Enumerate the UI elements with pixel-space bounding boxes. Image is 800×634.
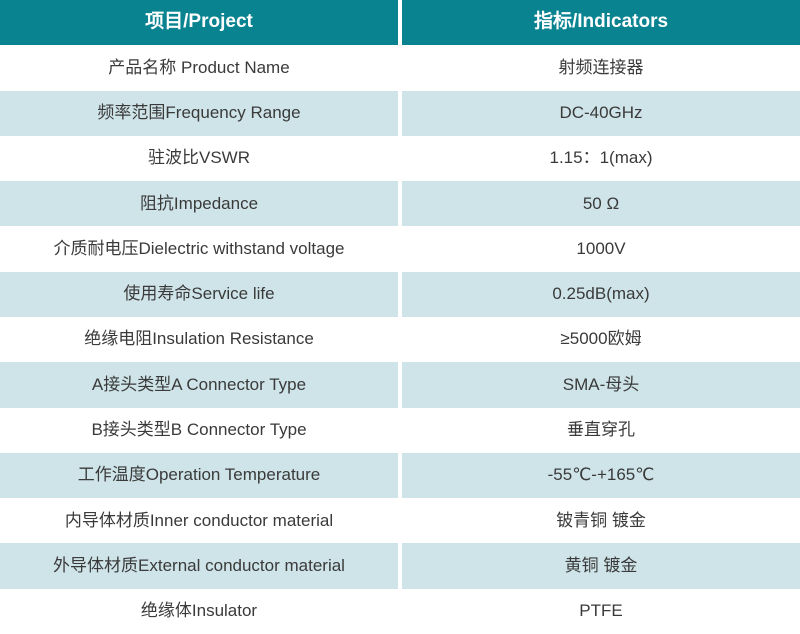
table-row: 工作温度Operation Temperature -55℃-+165℃ (0, 452, 800, 499)
table-row: A接头类型A Connector Type SMA-母头 (0, 362, 800, 408)
indicator-cell: 0.25dB(max) (402, 271, 800, 317)
indicator-cell: 1.15：1(max) (402, 135, 800, 182)
project-cell: A接头类型A Connector Type (0, 362, 398, 408)
project-cell: B接头类型B Connector Type (0, 407, 398, 453)
table-row: 绝缘体Insulator PTFE (0, 588, 800, 634)
indicator-cell: 垂直穿孔 (402, 407, 800, 453)
header-cell-indicators: 指标/Indicators (402, 0, 800, 46)
project-cell: 内导体材质Inner conductor material (0, 498, 398, 544)
table-row: 驻波比VSWR 1.15：1(max) (0, 135, 800, 182)
indicator-cell: 50 Ω (402, 181, 800, 227)
project-cell: 外导体材质External conductor material (0, 543, 398, 589)
project-cell: 绝缘电阻Insulation Resistance (0, 316, 398, 363)
project-cell: 驻波比VSWR (0, 135, 398, 182)
project-cell: 介质耐电压Dielectric withstand voltage (0, 226, 398, 272)
table-row: B接头类型B Connector Type 垂直穿孔 (0, 407, 800, 453)
table-row: 频率范围Frequency Range DC-40GHz (0, 90, 800, 136)
project-cell: 使用寿命Service life (0, 271, 398, 317)
table-row: 绝缘电阻Insulation Resistance ≥5000欧姆 (0, 316, 800, 363)
table-row: 内导体材质Inner conductor material 铍青铜 镀金 (0, 498, 800, 544)
indicator-cell: ≥5000欧姆 (402, 316, 800, 363)
table-header-row: 项目/Project 指标/Indicators (0, 0, 800, 46)
indicator-cell: DC-40GHz (402, 90, 800, 136)
project-cell: 产品名称 Product Name (0, 45, 398, 91)
indicator-cell: -55℃-+165℃ (402, 452, 800, 499)
header-cell-project: 项目/Project (0, 0, 398, 46)
project-cell: 阻抗Impedance (0, 181, 398, 227)
indicator-cell: 铍青铜 镀金 (402, 498, 800, 544)
project-cell: 工作温度Operation Temperature (0, 452, 398, 499)
table-row: 使用寿命Service life 0.25dB(max) (0, 271, 800, 317)
indicator-cell: PTFE (402, 588, 800, 634)
project-cell: 频率范围Frequency Range (0, 90, 398, 136)
table-row: 产品名称 Product Name 射频连接器 (0, 45, 800, 91)
indicator-cell: 1000V (402, 226, 800, 272)
table-row: 外导体材质External conductor material 黄铜 镀金 (0, 543, 800, 589)
indicator-cell: 黄铜 镀金 (402, 543, 800, 589)
table-row: 介质耐电压Dielectric withstand voltage 1000V (0, 226, 800, 272)
project-cell: 绝缘体Insulator (0, 588, 398, 634)
indicator-cell: SMA-母头 (402, 362, 800, 408)
indicator-cell: 射频连接器 (402, 45, 800, 91)
table-row: 阻抗Impedance 50 Ω (0, 181, 800, 227)
